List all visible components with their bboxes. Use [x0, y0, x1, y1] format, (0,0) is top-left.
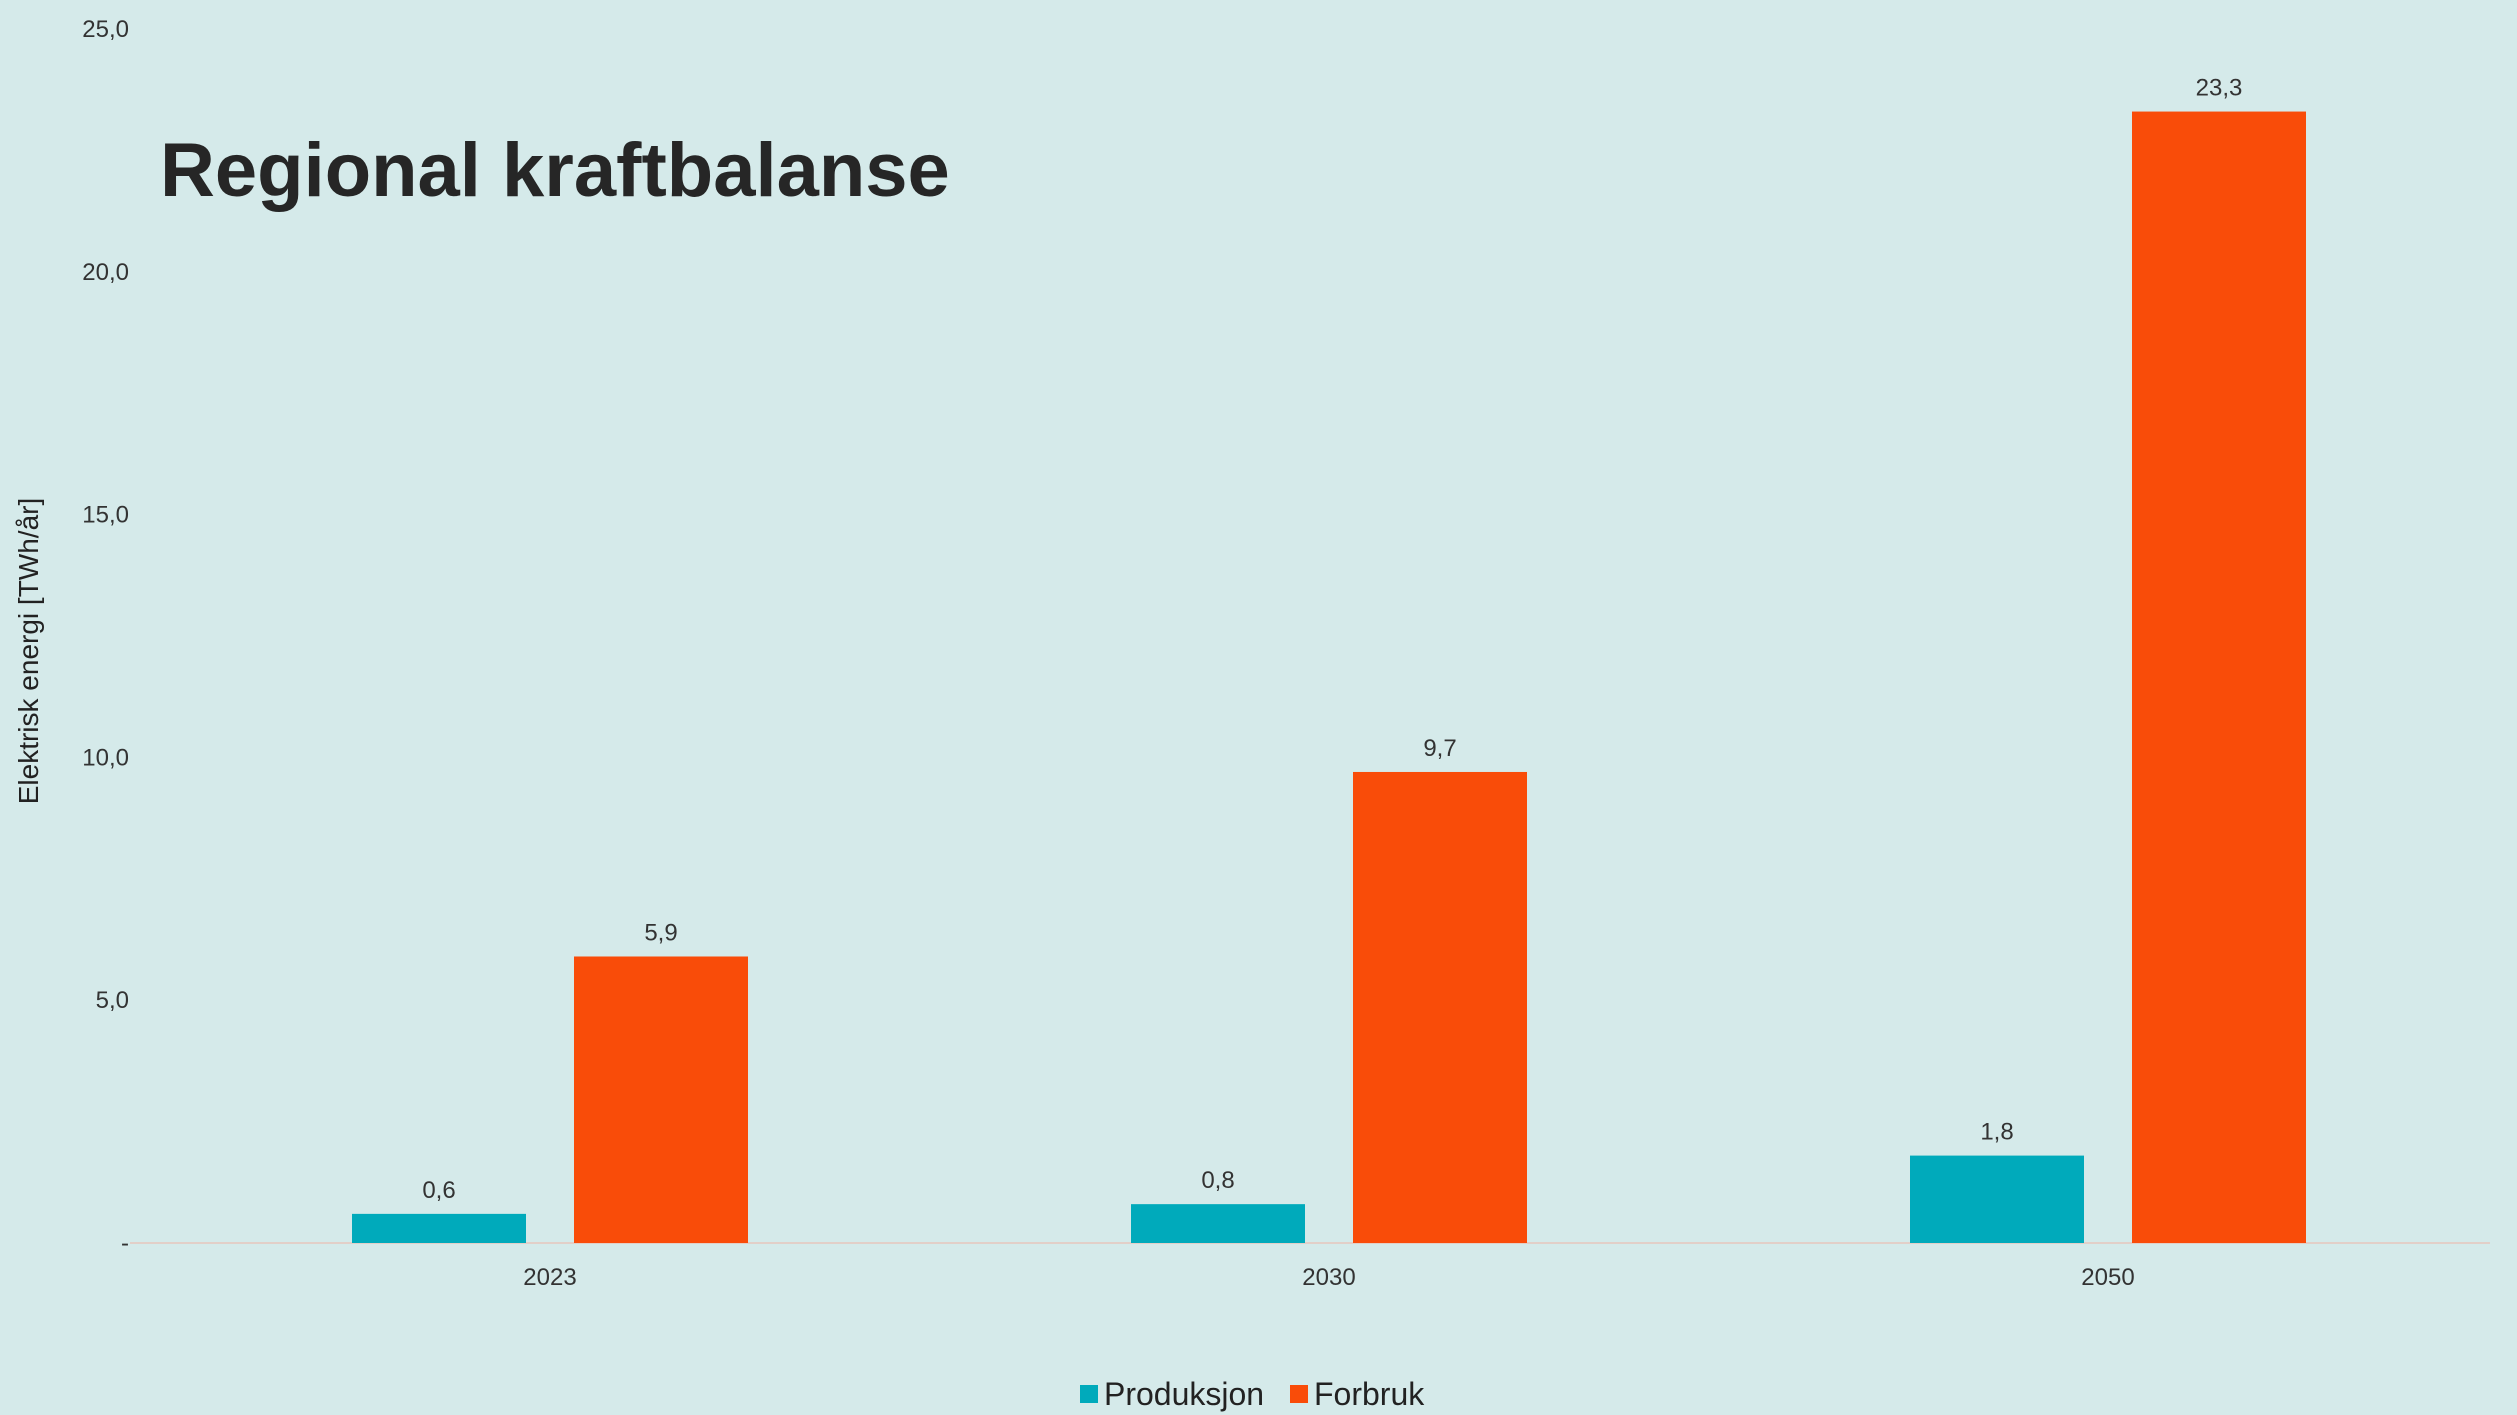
- bar-produksjon-2030: [1131, 1204, 1305, 1243]
- data-label: 1,8: [1980, 1119, 2013, 1146]
- legend-label-produksjon: Produksjon: [1104, 1376, 1264, 1412]
- y-tick-label: 5,0: [96, 987, 129, 1014]
- y-axis-label: Elektrisk energi [TWh/år]: [13, 498, 44, 805]
- legend: Produksjon Forbruk: [1080, 1376, 1425, 1412]
- bar-forbruk-2050: [2132, 111, 2306, 1243]
- y-tick-label: 15,0: [82, 502, 129, 529]
- legend-label-forbruk: Forbruk: [1314, 1376, 1425, 1412]
- x-tick-label: 2030: [1302, 1264, 1355, 1291]
- x-axis-ticks: 2023 2030 2050: [523, 1264, 2134, 1291]
- y-tick-label: 20,0: [82, 259, 129, 286]
- x-tick-label: 2023: [523, 1264, 576, 1291]
- y-tick-label: 10,0: [82, 744, 129, 771]
- data-label: 0,8: [1201, 1167, 1234, 1194]
- data-label: 0,6: [422, 1177, 455, 1204]
- y-tick-label: 25,0: [82, 16, 129, 43]
- legend-swatch-produksjon: [1080, 1385, 1098, 1403]
- bar-produksjon-2050: [1910, 1155, 2084, 1243]
- y-axis-ticks: - 5,0 10,0 15,0 20,0 25,0: [82, 16, 129, 1257]
- x-tick-label: 2050: [2081, 1264, 2134, 1291]
- data-label: 9,7: [1423, 735, 1456, 762]
- bar-forbruk-2030: [1353, 771, 1527, 1243]
- chart-title: Regional kraftbalanse: [160, 128, 950, 213]
- legend-swatch-forbruk: [1290, 1385, 1308, 1403]
- data-label: 23,3: [2196, 75, 2243, 102]
- bars-group: 0,6 0,8 1,8 5,9 9,7 23,3: [352, 75, 2306, 1243]
- data-label: 5,9: [644, 919, 677, 946]
- bar-produksjon-2023: [352, 1213, 526, 1243]
- bar-forbruk-2023: [574, 956, 748, 1243]
- y-tick-label: -: [121, 1230, 129, 1257]
